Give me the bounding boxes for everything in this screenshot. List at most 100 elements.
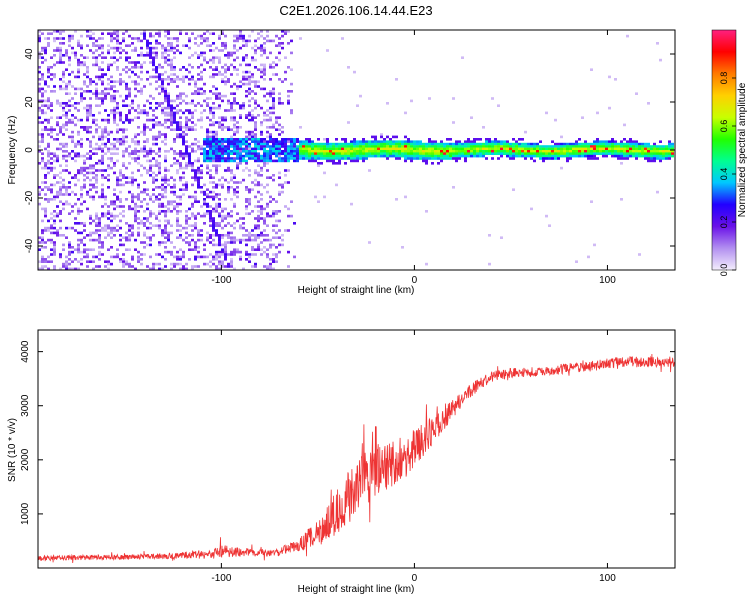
- spectrogram-cell: [98, 138, 101, 141]
- spectrogram-cell: [491, 140, 494, 143]
- spectrogram-cell: [608, 150, 611, 153]
- spectrogram-cell: [224, 75, 227, 79]
- spectrogram-cell: [251, 97, 254, 100]
- spectrogram-cell: [182, 133, 185, 136]
- spectrogram-cell: [545, 154, 548, 158]
- spectrogram-cell: [665, 152, 668, 155]
- spectrogram-cell: [221, 262, 224, 266]
- spectrogram-cell: [233, 102, 236, 105]
- spectrogram-cell: [272, 142, 275, 146]
- spectrogram-cell: [245, 234, 248, 237]
- spectrogram-cell: [149, 214, 152, 218]
- spectrogram-cell: [218, 140, 221, 143]
- spectrogram-cell: [275, 56, 278, 59]
- spectrogram-cell: [425, 152, 428, 155]
- spectrogram-cell: [98, 217, 101, 220]
- spectrogram-cell: [269, 138, 272, 141]
- spectrogram-cell: [176, 121, 179, 124]
- spectrogram-cell: [179, 102, 182, 105]
- spectrogram-cell: [71, 104, 74, 107]
- spectrogram-cell: [173, 121, 176, 124]
- spectrogram-cell: [218, 34, 221, 38]
- spectrogram-cell: [281, 126, 284, 129]
- spectrogram-cell: [185, 162, 188, 165]
- spectrogram-cell: [395, 152, 398, 155]
- spectrogram-cell: [98, 97, 101, 100]
- spectrogram-cell: [248, 130, 251, 134]
- spectrogram-cell: [38, 106, 41, 110]
- spectrogram-cell: [254, 126, 257, 129]
- spectrogram-cell: [587, 147, 590, 151]
- spectrogram-cell: [167, 75, 170, 79]
- spectrogram-cell: [335, 162, 338, 165]
- spectrogram-cell: [167, 207, 170, 211]
- spectrogram-cell: [158, 85, 161, 88]
- spectrogram-cell: [425, 159, 428, 163]
- spectrogram-cell: [662, 152, 665, 155]
- spectrogram-cell: [215, 154, 218, 158]
- spectrogram-cell: [281, 145, 284, 148]
- spectrogram-cell: [71, 121, 74, 124]
- spectrogram-cell: [47, 186, 50, 189]
- spectrogram-cell: [176, 236, 179, 239]
- colorbar-label: Normalized spectral amplitude: [737, 82, 748, 217]
- spectrogram-cell: [59, 51, 62, 55]
- spectrogram-cell: [68, 202, 71, 206]
- spectrogram-cell: [395, 145, 398, 148]
- spectrogram-cell: [50, 109, 53, 112]
- spectrogram-cell: [161, 193, 164, 196]
- spectrogram-cell: [119, 42, 122, 45]
- spectrogram-cell: [194, 248, 197, 251]
- spectrogram-cell: [548, 152, 551, 155]
- spectrogram-cell: [353, 140, 356, 143]
- spectrogram-cell: [338, 150, 341, 153]
- spectrogram-cell: [551, 157, 554, 160]
- spectrogram-cell: [149, 106, 152, 110]
- spectrogram-cell: [251, 181, 254, 184]
- spectrogram-cell: [146, 207, 149, 211]
- spectrogram-cell: [530, 142, 533, 146]
- spectrogram-cell: [497, 142, 500, 146]
- spectrogram-cell: [83, 200, 86, 203]
- spectrogram-cell: [383, 150, 386, 153]
- spectrogram-cell: [164, 51, 167, 55]
- spectrogram-cell: [239, 157, 242, 160]
- spectrogram-cell: [107, 66, 110, 69]
- spectrogram-cell: [236, 102, 239, 105]
- spectrogram-cell: [260, 142, 263, 146]
- spectrogram-cell: [224, 109, 227, 112]
- spectrogram-cell: [245, 75, 248, 79]
- spectrogram-cell: [230, 238, 233, 242]
- spectrogram-cell: [98, 219, 101, 223]
- spectrogram-cell: [464, 152, 467, 155]
- spectrogram-cell: [287, 102, 290, 105]
- spectrogram-cell: [56, 181, 59, 184]
- spectrogram-cell: [542, 150, 545, 153]
- spectrogram-cell: [533, 152, 536, 155]
- spectrogram-cell: [566, 150, 569, 153]
- spectrogram-cell: [92, 32, 95, 35]
- spectrogram-cell: [167, 42, 170, 45]
- spectrogram-cell: [281, 183, 284, 187]
- spectrogram-cell: [584, 140, 587, 143]
- spectrogram-cell: [617, 154, 620, 158]
- spectrogram-cell: [215, 152, 218, 155]
- spectrogram-cell: [236, 248, 239, 251]
- spectrogram-cell: [200, 63, 203, 67]
- spectrogram-cell: [182, 193, 185, 196]
- spectrogram-cell: [407, 157, 410, 160]
- spectrogram-cell: [155, 32, 158, 35]
- spectrogram-cell: [176, 111, 179, 115]
- spectrogram-cell: [278, 97, 281, 100]
- spectrogram-cell: [161, 85, 164, 88]
- spectrogram-cell: [386, 140, 389, 143]
- spectrogram-cell: [116, 37, 119, 40]
- spectrogram-cell: [254, 154, 257, 158]
- spectrogram-cell: [107, 68, 110, 71]
- spectrogram-cell: [161, 56, 164, 59]
- spectrogram-cell: [137, 61, 140, 64]
- spectrogram-cell: [263, 154, 266, 158]
- spectrogram-cell: [98, 229, 101, 232]
- spectrogram-cell: [146, 54, 149, 57]
